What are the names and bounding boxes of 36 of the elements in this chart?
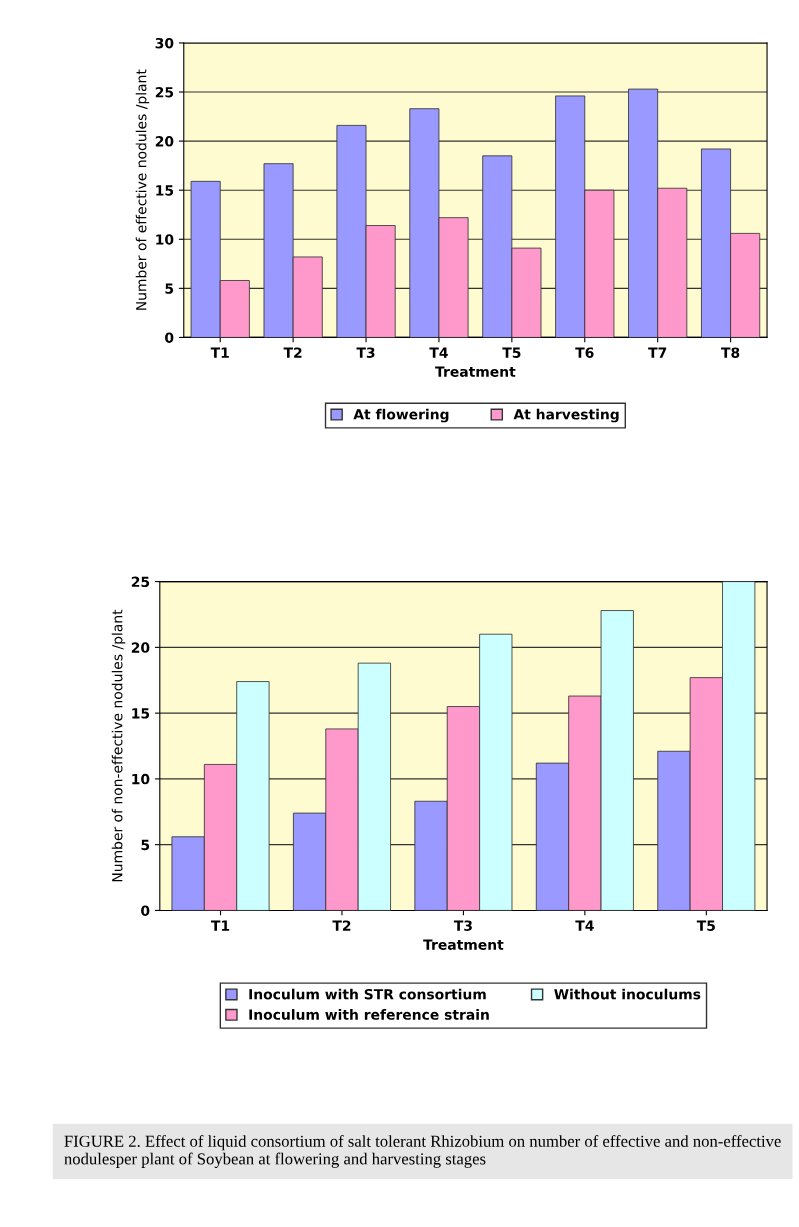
y-tick-label: 15 xyxy=(156,185,174,196)
x-axis-title: Treatment xyxy=(435,366,516,377)
y-tick-label: 20 xyxy=(155,136,174,147)
x-tick-label: T5 xyxy=(696,920,715,931)
y-axis-title: Number of non-effective nodules /plant xyxy=(111,609,126,882)
legend-label: Inoculum with reference strain xyxy=(249,1009,489,1020)
x-tick-label: T3 xyxy=(356,347,375,358)
y-tick-label: 30 xyxy=(155,37,174,49)
y-tick-label: 20 xyxy=(131,642,150,653)
x-tick-label: T2 xyxy=(283,347,302,358)
legend-label: Inoculum with STR consortium xyxy=(249,988,486,1000)
x-tick-label: T8 xyxy=(721,347,740,358)
y-tick-label: 15 xyxy=(132,708,150,719)
y-tick-label: 5 xyxy=(141,839,150,851)
x-tick-label: T4 xyxy=(575,920,594,931)
x-tick-label: T1 xyxy=(211,920,230,931)
legend-label: Without inoculums xyxy=(554,988,701,1000)
x-tick-label: T5 xyxy=(502,347,521,358)
y-tick-label: 5 xyxy=(165,283,174,294)
x-tick-label: T2 xyxy=(332,920,351,931)
y-tick-label: 25 xyxy=(131,576,150,588)
legend-label: At flowering xyxy=(353,408,449,423)
x-tick-label: T3 xyxy=(453,920,472,931)
legend-label: At harvesting xyxy=(513,408,619,423)
x-tick-label: T7 xyxy=(648,347,667,358)
y-tick-label: 0 xyxy=(141,905,150,916)
caption: FIGURE 2. Effect of liquid consortium of salt tolerant Rhizobium on number of effective and non-effective nodulesper plant of Soybean at flowering and harvesting stages xyxy=(64,1134,781,1168)
x-axis-title: Treatment xyxy=(423,939,504,950)
y-axis-title: Number of effective nodules /plant xyxy=(135,69,150,310)
y-tick-label: 10 xyxy=(132,773,150,785)
y-tick-label: 10 xyxy=(156,234,174,245)
x-tick-label: T4 xyxy=(429,347,448,358)
y-tick-label: 25 xyxy=(155,86,174,98)
y-tick-label: 0 xyxy=(165,332,174,343)
x-tick-label: T6 xyxy=(575,347,594,358)
x-tick-label: T1 xyxy=(210,347,229,358)
